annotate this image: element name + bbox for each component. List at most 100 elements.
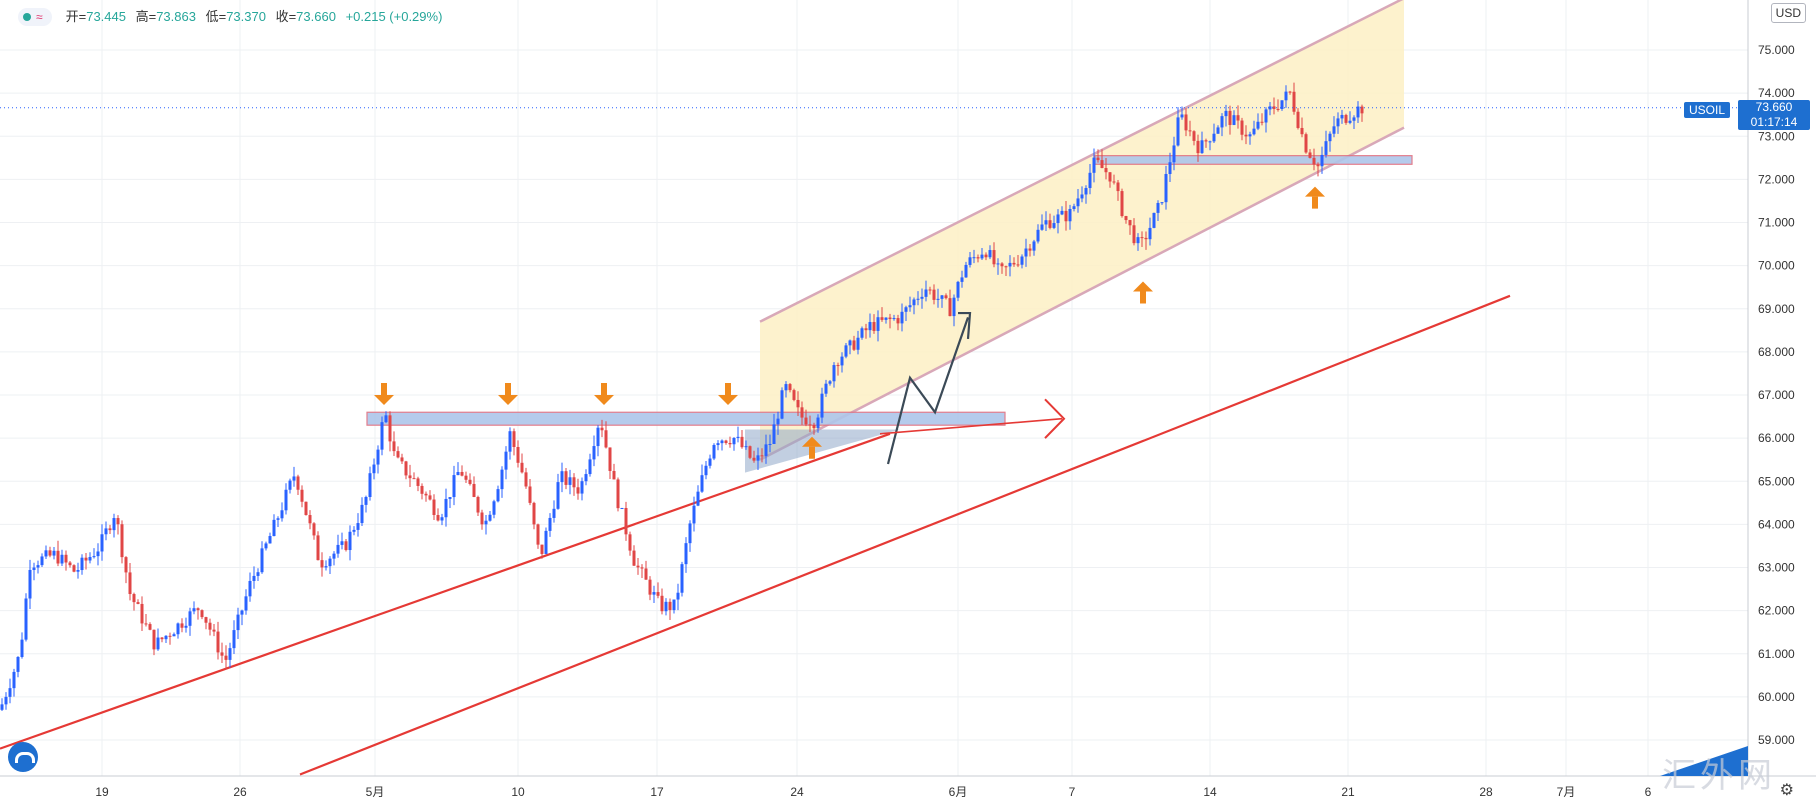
candle-body	[1184, 114, 1188, 131]
candle-body	[556, 482, 560, 509]
candle-body	[1292, 91, 1296, 112]
candle-body	[860, 328, 864, 338]
zone-arrow-shaft	[879, 417, 1063, 435]
gear-icon[interactable]: ⚙	[1779, 782, 1794, 799]
candle-body	[100, 534, 104, 552]
candle-body	[824, 383, 828, 394]
candle-body	[72, 565, 76, 572]
candle-body	[1360, 106, 1364, 114]
candle-body	[488, 514, 492, 521]
candle-body	[28, 569, 32, 599]
candle-body	[196, 608, 200, 611]
candle-body	[504, 451, 508, 470]
x-tick-label: 10	[511, 785, 525, 799]
candle-body	[96, 551, 100, 557]
x-tick-label: 6	[1645, 785, 1652, 799]
candle-body	[1172, 145, 1176, 163]
x-tick-label: 24	[790, 785, 804, 799]
candle-body	[416, 478, 420, 486]
candle-body	[244, 596, 248, 611]
horizontal-resistance-zone	[366, 411, 1006, 426]
candle-body	[912, 299, 916, 306]
candle-body	[168, 635, 172, 637]
candle-body	[252, 575, 256, 581]
candle-body	[1128, 220, 1132, 226]
approx-icon: ≈	[36, 9, 43, 24]
candle-body	[1308, 152, 1312, 158]
candle-body	[1276, 108, 1280, 110]
candle-body	[296, 476, 300, 490]
candle-body	[916, 298, 920, 300]
candle-body	[1248, 134, 1252, 137]
x-tick-label: 21	[1341, 785, 1355, 799]
tradingview-logo-icon[interactable]	[8, 742, 38, 772]
candle-body	[108, 528, 112, 531]
candle-body	[1132, 225, 1136, 244]
candle-body	[172, 634, 176, 637]
support-up-arrow-icon-shaft	[1140, 291, 1146, 304]
candle-body	[1056, 214, 1060, 224]
candle-body	[288, 480, 292, 490]
candle-body	[852, 340, 856, 350]
resistance-down-arrow-icon	[718, 395, 738, 405]
trendline	[0, 432, 891, 750]
candle-body	[520, 462, 524, 473]
candle-body	[1272, 106, 1276, 109]
symbol-status-pill[interactable]: ≈	[18, 7, 52, 26]
currency-selector[interactable]: USD	[1770, 3, 1806, 23]
candle-body	[204, 617, 208, 623]
candle-body	[1324, 141, 1328, 155]
candle-body	[1164, 174, 1168, 203]
candle-body	[572, 477, 576, 488]
candle-body	[856, 337, 860, 350]
candle-body	[8, 688, 12, 697]
candle-body	[1080, 194, 1084, 199]
candle-body	[0, 704, 4, 710]
candle-body	[16, 656, 20, 672]
x-tick-label: 28	[1479, 785, 1493, 799]
candle-body	[1188, 130, 1192, 132]
candle-body	[784, 384, 788, 391]
last-price-badge: 73.660 01:17:14	[1738, 100, 1810, 130]
candle-body	[236, 614, 240, 631]
candle-body	[848, 340, 852, 346]
x-tick-label: 26	[233, 785, 247, 799]
candle-body	[932, 289, 936, 300]
candle-body	[744, 446, 748, 448]
y-tick-label: 69.000	[1758, 302, 1795, 316]
candle-body	[1104, 168, 1108, 173]
candle-body	[984, 254, 988, 258]
candle-body	[48, 550, 52, 556]
candle-body	[828, 381, 832, 384]
candle-body	[812, 424, 816, 429]
candle-body	[136, 602, 140, 604]
y-tick-label: 72.000	[1758, 172, 1795, 186]
candle-body	[160, 637, 164, 640]
candle-body	[1224, 110, 1228, 117]
candle-body	[516, 446, 520, 463]
candle-body	[184, 625, 188, 628]
parallel-channel-fill	[760, 0, 1404, 460]
channel-boundary-line	[759, 126, 1405, 461]
candle-body	[12, 671, 16, 689]
candle-body	[432, 499, 436, 516]
candle-body	[84, 557, 88, 561]
high-value: 73.863	[156, 9, 196, 24]
support-up-arrow-icon	[1133, 281, 1153, 292]
candle-body	[332, 553, 336, 559]
candle-body	[1208, 141, 1212, 143]
open-label: 开=	[65, 9, 87, 24]
candle-body	[480, 512, 484, 525]
candle-body	[360, 504, 364, 524]
candle-body	[264, 543, 268, 549]
candle-body	[336, 544, 340, 554]
candle-body	[1180, 114, 1184, 118]
candle-body	[740, 436, 744, 448]
candle-body	[1232, 115, 1236, 125]
support-up-arrow-icon-shaft	[1312, 196, 1318, 209]
candle-body	[1072, 206, 1076, 209]
candle-body	[372, 464, 376, 474]
impulse-wave-arrow	[886, 317, 970, 465]
